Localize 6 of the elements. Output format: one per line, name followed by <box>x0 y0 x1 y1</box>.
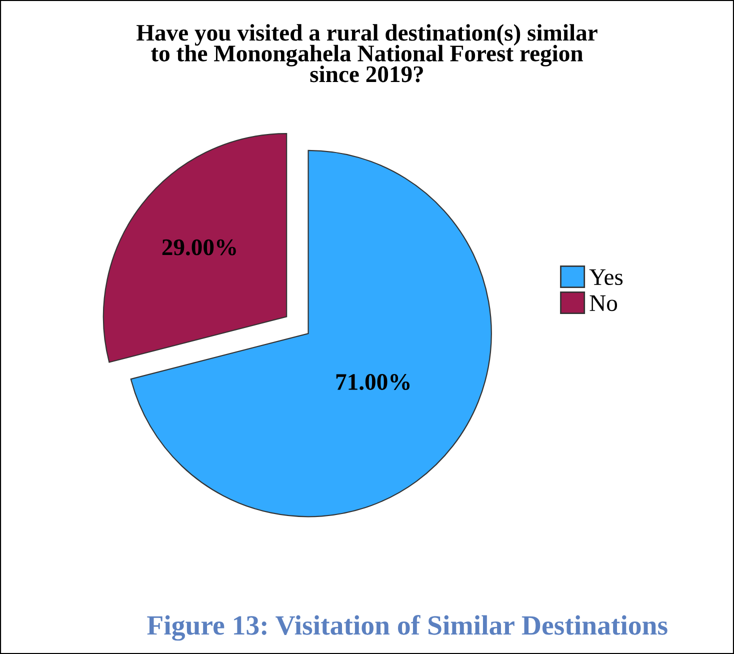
data-label: 29.00% <box>162 239 236 256</box>
legend-label: No <box>590 295 618 312</box>
legend-label: Yes <box>589 269 623 286</box>
caption: Figure 13: Visitation of Similar Destinations <box>147 614 668 641</box>
data-label: 71.00% <box>336 374 410 390</box>
chart-title: Have you visited a rural destination(s) similar to the Monongahela National Forest region since 2019? <box>136 24 598 82</box>
